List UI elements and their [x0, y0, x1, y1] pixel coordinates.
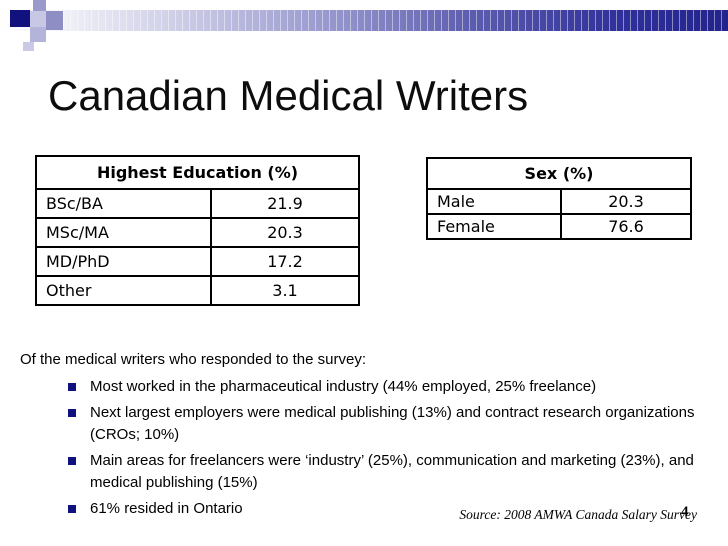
- table-header-row: Highest Education (%): [34, 155, 361, 190]
- decor-square-icon: [30, 27, 46, 42]
- bullet-text: 61% resided in Ontario: [90, 500, 243, 517]
- sex-table-header: Sex (%): [425, 157, 693, 190]
- bullet-list: Most worked in the pharmaceutical indust…: [68, 376, 720, 520]
- list-item: Main areas for freelancers were ‘industr…: [68, 450, 720, 494]
- decor-square-icon: [10, 10, 30, 27]
- table-row: Male 20.3: [426, 188, 693, 215]
- table-header-row: Sex (%): [425, 157, 693, 190]
- education-table: Highest Education (%) BSc/BA 21.9 MSc/MA…: [34, 155, 361, 306]
- decor-square-icon: [33, 0, 46, 11]
- list-item: Most worked in the pharmaceutical indust…: [68, 376, 720, 398]
- list-item: 61% resided in Ontario: [68, 498, 720, 520]
- education-row-label: BSc/BA: [35, 188, 212, 219]
- decor-square-icon: [23, 42, 34, 51]
- table-row: Other 3.1: [35, 275, 361, 306]
- body-text-block: Of the medical writers who responded to …: [20, 349, 720, 524]
- sex-row-value: 20.3: [559, 188, 693, 215]
- table-row: Female 76.6: [426, 213, 693, 240]
- sex-row-value: 76.6: [559, 213, 693, 240]
- slide-title: Canadian Medical Writers: [48, 72, 529, 119]
- education-table-header: Highest Education (%): [34, 155, 361, 190]
- education-row-value: 20.3: [209, 217, 361, 248]
- sex-table: Sex (%) Male 20.3 Female 76.6: [425, 157, 693, 240]
- bullet-text: Next largest employers were medical publ…: [90, 404, 695, 443]
- decor-square-icon: [30, 11, 46, 27]
- source-citation: Source: 2008 AMWA Canada Salary Survey: [459, 507, 697, 522]
- table-row: BSc/BA 21.9: [35, 188, 361, 219]
- page-number: 4: [681, 504, 689, 520]
- sex-row-label: Male: [426, 188, 562, 215]
- table-row: MSc/MA 20.3: [35, 217, 361, 248]
- bullet-square-icon: [68, 505, 76, 513]
- list-item: Next largest employers were medical publ…: [68, 402, 720, 446]
- education-row-value: 17.2: [209, 246, 361, 277]
- bullet-text: Main areas for freelancers were ‘industr…: [90, 452, 694, 491]
- bullet-square-icon: [68, 457, 76, 465]
- education-row-value: 3.1: [209, 275, 361, 306]
- gradient-bar-decoration: [0, 10, 728, 31]
- table-row: MD/PhD 17.2: [35, 246, 361, 277]
- education-row-label: Other: [35, 275, 212, 306]
- bullet-square-icon: [68, 383, 76, 391]
- bullet-square-icon: [68, 409, 76, 417]
- bullet-text: Most worked in the pharmaceutical indust…: [90, 378, 597, 395]
- education-row-label: MD/PhD: [35, 246, 212, 277]
- education-row-label: MSc/MA: [35, 217, 212, 248]
- education-row-value: 21.9: [209, 188, 361, 219]
- intro-line: Of the medical writers who responded to …: [20, 351, 366, 368]
- sex-row-label: Female: [426, 213, 562, 240]
- decor-square-icon: [46, 11, 63, 30]
